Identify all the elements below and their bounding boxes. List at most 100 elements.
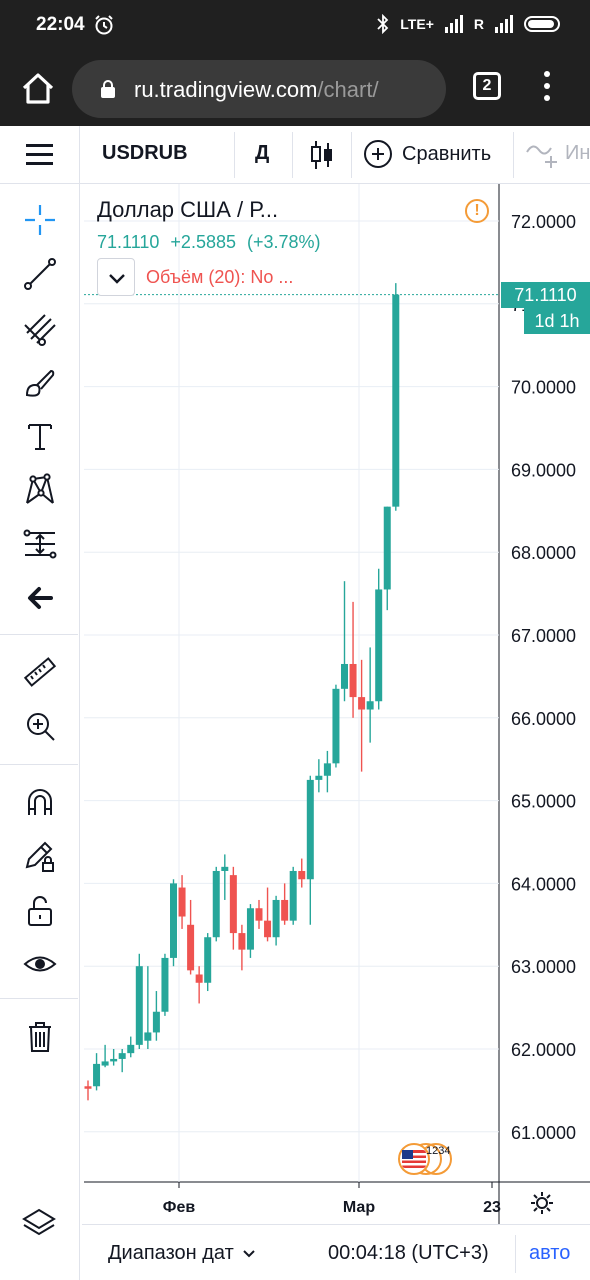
indicators-label: Ин bbox=[565, 141, 590, 164]
warning-icon[interactable]: ! bbox=[465, 199, 489, 223]
address-bar[interactable]: ru.tradingview.com/chart/ bbox=[72, 60, 446, 118]
volume-indicator-label[interactable]: Объём (20): No ... bbox=[146, 267, 294, 287]
legend-last: 71.1110 bbox=[97, 232, 160, 252]
magnet-icon bbox=[28, 789, 52, 815]
pattern-tool[interactable] bbox=[16, 468, 64, 512]
price-chart[interactable]: 72.000071.000070.000069.000068.000067.00… bbox=[82, 184, 590, 1224]
candle-body bbox=[161, 957, 169, 1012]
candle-body bbox=[246, 908, 254, 950]
tab-switcher-button[interactable]: 2 bbox=[473, 72, 501, 100]
price-tick-label: 69.0000 bbox=[511, 460, 576, 480]
candle-body bbox=[349, 663, 357, 698]
candle-body bbox=[332, 688, 340, 764]
magnet-tool[interactable] bbox=[16, 780, 64, 824]
price-tick-label: 61.0000 bbox=[511, 1123, 576, 1143]
candle-body bbox=[101, 1061, 109, 1066]
trash-icon bbox=[29, 1022, 51, 1052]
signal-icon-2 bbox=[495, 15, 513, 33]
price-tick-label: 72.0000 bbox=[511, 212, 576, 232]
alarm-icon bbox=[95, 15, 113, 35]
unlock-icon bbox=[28, 896, 52, 926]
candle-body bbox=[341, 663, 348, 689]
zoom-in-icon bbox=[27, 713, 55, 741]
candle-body bbox=[110, 1058, 118, 1062]
candle-body bbox=[366, 701, 374, 710]
hide-toolbar-button[interactable] bbox=[16, 576, 64, 620]
crosshair-tool[interactable] bbox=[16, 198, 64, 242]
compare-label: Сравнить bbox=[402, 142, 492, 165]
candle-body bbox=[204, 937, 212, 983]
candle-body bbox=[375, 589, 383, 702]
measure-tool[interactable] bbox=[16, 650, 64, 694]
compare-button[interactable]: Сравнить bbox=[364, 140, 491, 168]
brush-icon bbox=[25, 369, 55, 397]
lock-icon bbox=[101, 80, 115, 98]
candle-body bbox=[195, 974, 203, 983]
candle-body bbox=[358, 697, 366, 710]
candle-body bbox=[272, 899, 280, 938]
symbol-search-button[interactable]: USDRUB bbox=[102, 142, 188, 164]
candle-body bbox=[383, 506, 391, 590]
candle-body bbox=[221, 866, 229, 871]
candle-body bbox=[281, 899, 289, 921]
price-tick-label: 63.0000 bbox=[511, 957, 576, 977]
collapse-legend-button[interactable] bbox=[97, 258, 135, 296]
chevron-down-icon bbox=[243, 1249, 255, 1257]
candle-body bbox=[255, 908, 263, 921]
main-menu-icon[interactable] bbox=[0, 126, 80, 184]
bluetooth-icon bbox=[377, 14, 389, 34]
symbol-title: Доллар США / Р... bbox=[97, 197, 279, 222]
candle-body bbox=[178, 887, 186, 917]
indicators-button[interactable]: Ин bbox=[525, 138, 590, 168]
candle-body bbox=[187, 924, 195, 971]
candle-body bbox=[289, 870, 297, 921]
chart-toolbar: USDRUB Д Сравнить Ин bbox=[0, 126, 590, 184]
candle-body bbox=[84, 1086, 92, 1089]
auto-scale-button[interactable]: авто bbox=[529, 1242, 571, 1264]
arrow-left-icon bbox=[28, 587, 53, 609]
price-tick-label: 68.0000 bbox=[511, 543, 576, 563]
gear-icon[interactable] bbox=[529, 1190, 555, 1216]
brush-tool[interactable] bbox=[16, 360, 64, 404]
candle-body bbox=[170, 883, 177, 958]
candle-body bbox=[238, 933, 246, 950]
crosshair-icon bbox=[25, 205, 55, 235]
lock-drawings-tool[interactable] bbox=[16, 834, 64, 878]
url-path: /chart/ bbox=[317, 77, 379, 102]
ruler-icon bbox=[23, 657, 57, 687]
network-label: LTE+ bbox=[400, 16, 434, 32]
remove-drawings-tool[interactable] bbox=[16, 1014, 64, 1058]
plus-circle-icon bbox=[364, 140, 392, 168]
text-tool[interactable] bbox=[16, 414, 64, 458]
time-tick-label: Фев bbox=[163, 1199, 196, 1216]
trend-line-icon bbox=[24, 258, 56, 290]
time-zone-button[interactable]: 00:04:18 (UTC+3) bbox=[328, 1242, 489, 1264]
pencil-lock-icon bbox=[25, 841, 54, 872]
hide-drawings-tool[interactable] bbox=[16, 942, 64, 986]
candle-body bbox=[144, 1032, 152, 1041]
eye-icon bbox=[23, 956, 57, 972]
price-tick-label: 70.0000 bbox=[511, 378, 576, 398]
prediction-tool[interactable] bbox=[16, 522, 64, 566]
pitchfork-icon bbox=[24, 314, 56, 346]
browser-menu-icon[interactable] bbox=[540, 68, 554, 108]
layers-icon[interactable] bbox=[20, 1204, 58, 1242]
home-icon[interactable] bbox=[18, 68, 58, 108]
candle-body bbox=[323, 763, 331, 776]
url-text[interactable]: ru.tradingview.com/chart/ bbox=[134, 77, 379, 103]
lock-all-tool[interactable] bbox=[16, 888, 64, 932]
pitchfork-tool[interactable] bbox=[16, 306, 64, 350]
flag-badge-text: 1234 bbox=[426, 1145, 450, 1157]
last-price-tag: 71.1110 bbox=[501, 282, 590, 308]
zoom-tool[interactable] bbox=[16, 704, 64, 748]
legend-values: 71.1110 +2.5885 (+3.78%) bbox=[97, 232, 327, 253]
time-tick-label: 23 bbox=[483, 1199, 501, 1216]
chart-style-candles-icon[interactable] bbox=[310, 139, 334, 171]
candle-body bbox=[264, 920, 272, 938]
us-flag-icon[interactable]: 1234 bbox=[396, 1142, 456, 1176]
date-range-button[interactable]: Диапазон дат bbox=[108, 1242, 256, 1265]
interval-button[interactable]: Д bbox=[255, 142, 270, 164]
price-tick-label: 64.0000 bbox=[511, 874, 576, 894]
trend-line-tool[interactable] bbox=[16, 252, 64, 296]
price-tick-label: 66.0000 bbox=[511, 709, 576, 729]
